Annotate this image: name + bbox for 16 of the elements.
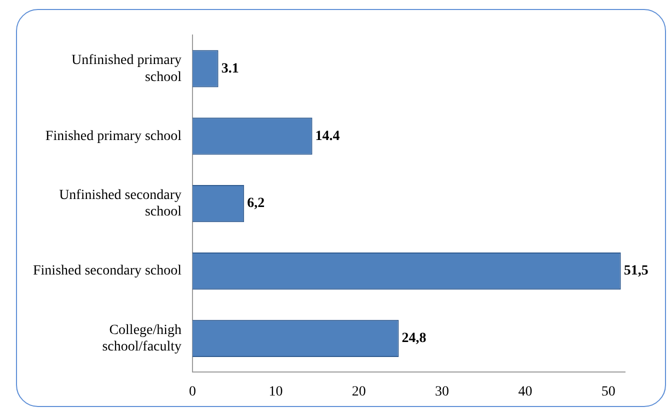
y-tick-label: Finished primary school: [45, 128, 182, 144]
x-tick-label: 10: [268, 384, 283, 400]
y-tick-label: Unfinished primary school: [72, 52, 182, 85]
y-tick-label: College/high school/faculty: [102, 322, 182, 355]
y-tick-label: Finished secondary school: [33, 264, 182, 279]
x-tick-label: 0: [189, 384, 196, 400]
x-tick-label: 50: [601, 384, 616, 400]
x-tick-label: 20: [352, 384, 366, 400]
data-label: 3.1: [221, 61, 239, 76]
data-label: 6,2: [247, 196, 265, 212]
x-tick-label: 40: [518, 384, 532, 400]
data-label: 24,8: [402, 331, 426, 346]
y-tick-label: Unfinished secondary school: [59, 188, 182, 220]
data-label: 51,5: [624, 264, 648, 279]
x-tick-label: 30: [435, 384, 450, 400]
data-label: 14.4: [315, 128, 340, 144]
